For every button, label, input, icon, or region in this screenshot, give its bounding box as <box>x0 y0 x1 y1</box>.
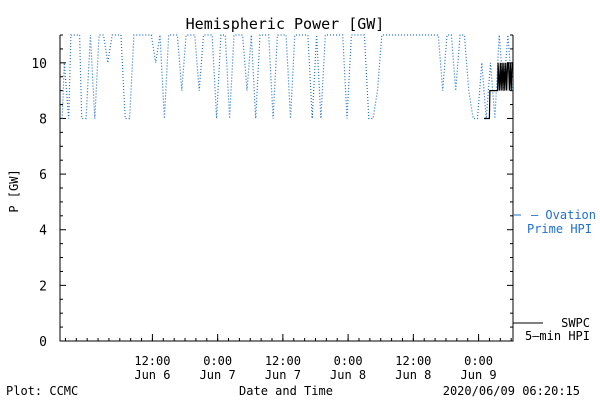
y-tick-label: 2 <box>39 279 47 294</box>
x-tick-label-date: Jun 8 <box>330 368 366 382</box>
series-ovation-prime-line <box>61 34 513 120</box>
legend-ovation-label: – Ovation <box>531 208 596 222</box>
plot-frame <box>59 35 514 342</box>
x-tick-label-time: 12:00 <box>265 354 301 368</box>
series-swpc-line <box>484 62 513 120</box>
legend-swpc-label-2: 5–min HPI <box>525 329 590 343</box>
footer-timestamp: 2020/06/09 06:20:15 <box>443 384 580 398</box>
y-axis-label-text: P [GW] <box>7 169 21 212</box>
x-tick-label-date: Jun 8 <box>395 368 431 382</box>
y-tick-label: 4 <box>39 224 47 239</box>
x-tick-label-time: 12:00 <box>395 354 431 368</box>
y-tick-label: 0 <box>39 335 47 350</box>
x-axis-label: Date and Time <box>239 384 333 398</box>
y-tick-label: 8 <box>39 112 47 127</box>
y-axis-label: P [GW] <box>7 169 21 212</box>
x-tick-label-time: 0:00 <box>203 354 232 368</box>
x-tick-label-date: Jun 7 <box>265 368 301 382</box>
chart-title: Hemispheric Power [GW] <box>186 15 385 33</box>
y-tick-label: 6 <box>39 168 47 183</box>
x-tick-label-time: 0:00 <box>334 354 363 368</box>
legend-swpc-label: SWPC <box>561 316 590 330</box>
x-tick-label-date: Jun 7 <box>200 368 236 382</box>
series-layer <box>61 34 513 120</box>
x-tick-label-time: 12:00 <box>134 354 170 368</box>
x-tick-label-time: 0:00 <box>464 354 493 368</box>
footer-source: Plot: CCMC <box>6 384 78 398</box>
legend-ovation-label-2: Prime HPI <box>527 222 592 236</box>
x-tick-label-date: Jun 9 <box>461 368 497 382</box>
y-tick-label: 10 <box>31 57 47 72</box>
x-tick-label-date: Jun 6 <box>134 368 170 382</box>
